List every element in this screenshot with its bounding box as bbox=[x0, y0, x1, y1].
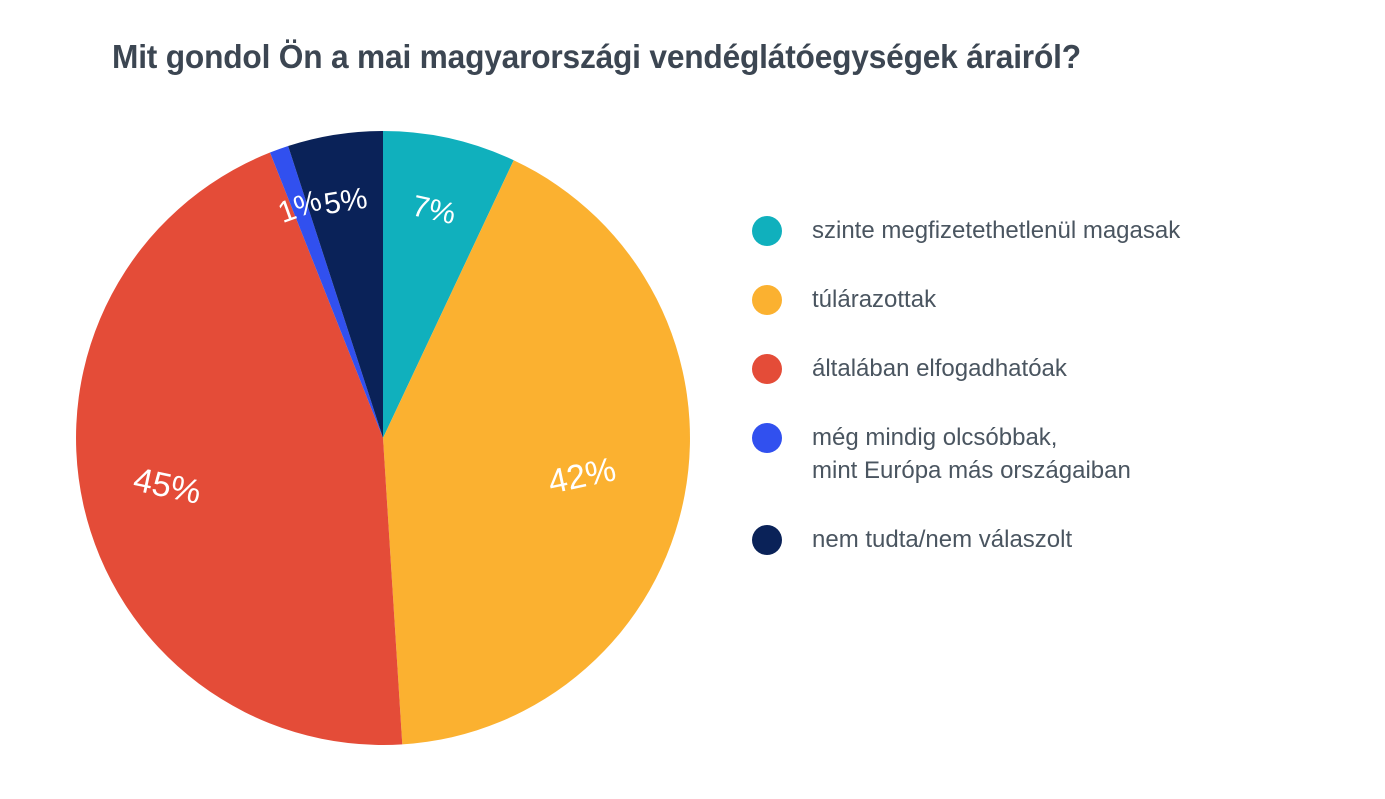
legend-label-2: általában elfogadhatóak bbox=[812, 355, 1067, 382]
pie-chart-svg: 7%42%45%1%5% bbox=[76, 131, 690, 745]
legend-item-2[interactable]: általában elfogadhatóak bbox=[752, 352, 1352, 385]
legend-label-4: nem tudta/nem válaszolt bbox=[812, 526, 1073, 553]
pie-slice-label: 5% bbox=[322, 182, 370, 221]
legend-item-1[interactable]: túlárazottak bbox=[752, 283, 1352, 316]
legend-label-1: túlárazottak bbox=[812, 286, 937, 313]
legend-color-dot-3 bbox=[752, 423, 782, 453]
legend-item-0[interactable]: szinte megfizetethetlenül magasak bbox=[752, 214, 1352, 247]
pie-slice[interactable] bbox=[269, 146, 383, 438]
pie-chart: 7% 42% 45% 1% 5% bbox=[63, 128, 703, 748]
legend-item-4[interactable]: nem tudta/nem válaszolt bbox=[752, 523, 1352, 556]
pie-slice-group bbox=[76, 131, 690, 745]
pie-slice[interactable] bbox=[288, 131, 383, 438]
pie-slice[interactable] bbox=[383, 160, 690, 745]
pie-slice[interactable] bbox=[76, 152, 403, 745]
legend-label-3: még mindig olcsóbbak, mint Európa más or… bbox=[812, 424, 1131, 484]
legend-color-dot-2 bbox=[752, 354, 782, 384]
legend-label-0: szinte megfizetethetlenül magasak bbox=[812, 217, 1181, 244]
legend-color-dot-0 bbox=[752, 216, 782, 246]
legend-color-dot-1 bbox=[752, 285, 782, 315]
pie-slice[interactable] bbox=[383, 131, 514, 438]
legend: szinte megfizetethetlenül magasak túlára… bbox=[752, 214, 1352, 592]
page-title: Mit gondol Ön a mai magyarországi vendég… bbox=[112, 38, 1081, 75]
legend-item-3[interactable]: még mindig olcsóbbak, mint Európa más or… bbox=[752, 421, 1352, 487]
legend-color-dot-4 bbox=[752, 525, 782, 555]
